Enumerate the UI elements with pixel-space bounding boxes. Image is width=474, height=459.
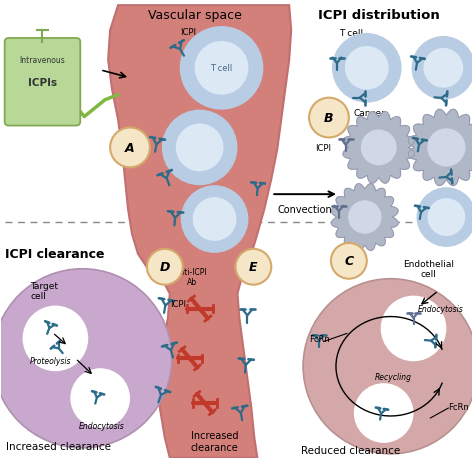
Text: ICPI distribution: ICPI distribution bbox=[318, 9, 439, 22]
Text: B: B bbox=[324, 112, 334, 125]
Circle shape bbox=[423, 49, 463, 89]
Text: Cancer: Cancer bbox=[354, 108, 386, 118]
Circle shape bbox=[361, 130, 397, 166]
Polygon shape bbox=[108, 6, 291, 458]
Circle shape bbox=[180, 27, 264, 110]
Circle shape bbox=[181, 186, 248, 253]
Text: Intravenous: Intravenous bbox=[19, 56, 65, 65]
Text: ICPI: ICPI bbox=[170, 299, 186, 308]
Circle shape bbox=[381, 296, 447, 362]
Circle shape bbox=[303, 279, 474, 454]
Circle shape bbox=[110, 128, 150, 168]
Polygon shape bbox=[343, 112, 414, 184]
Circle shape bbox=[162, 110, 237, 186]
Circle shape bbox=[428, 199, 465, 236]
Circle shape bbox=[427, 129, 465, 167]
Circle shape bbox=[195, 42, 248, 95]
Text: Convection: Convection bbox=[278, 205, 332, 215]
Circle shape bbox=[0, 269, 172, 448]
Text: Recycling: Recycling bbox=[375, 372, 412, 381]
Polygon shape bbox=[408, 110, 474, 186]
Circle shape bbox=[176, 124, 224, 172]
Text: Anti-ICPI
Ab: Anti-ICPI Ab bbox=[175, 267, 208, 286]
Circle shape bbox=[23, 306, 88, 371]
Text: Proteolysis: Proteolysis bbox=[30, 356, 71, 365]
Text: T cell: T cell bbox=[210, 64, 233, 73]
Text: ICPI clearance: ICPI clearance bbox=[5, 247, 104, 260]
Text: Target
cell: Target cell bbox=[30, 281, 58, 301]
Circle shape bbox=[331, 243, 367, 279]
Text: Vascular space: Vascular space bbox=[148, 9, 242, 22]
Text: E: E bbox=[249, 261, 257, 274]
Text: FcRn: FcRn bbox=[309, 334, 330, 343]
Circle shape bbox=[193, 198, 237, 241]
Text: Endocytosis: Endocytosis bbox=[79, 421, 125, 431]
Circle shape bbox=[345, 47, 389, 90]
Text: Endothelial
cell: Endothelial cell bbox=[403, 259, 454, 279]
Text: A: A bbox=[125, 141, 135, 155]
Text: C: C bbox=[344, 255, 354, 268]
Circle shape bbox=[147, 249, 183, 285]
Circle shape bbox=[411, 37, 474, 101]
Polygon shape bbox=[331, 184, 398, 251]
Circle shape bbox=[309, 98, 349, 138]
Text: T cell: T cell bbox=[339, 29, 363, 38]
Circle shape bbox=[332, 34, 401, 103]
Text: ICPI: ICPI bbox=[315, 144, 331, 152]
Text: Increased clearance: Increased clearance bbox=[6, 441, 110, 451]
Circle shape bbox=[70, 369, 130, 428]
Text: ICPI: ICPI bbox=[180, 28, 196, 37]
Circle shape bbox=[354, 383, 413, 443]
Text: Increased
clearance: Increased clearance bbox=[191, 430, 238, 452]
Text: Reduced clearance: Reduced clearance bbox=[301, 445, 401, 455]
Text: ICPIs: ICPIs bbox=[28, 78, 57, 88]
Circle shape bbox=[348, 201, 382, 234]
Circle shape bbox=[417, 188, 474, 247]
Text: FcRn: FcRn bbox=[448, 402, 469, 411]
Text: Endocytosis: Endocytosis bbox=[418, 304, 463, 313]
Circle shape bbox=[236, 249, 271, 285]
Text: D: D bbox=[160, 261, 170, 274]
FancyBboxPatch shape bbox=[5, 39, 80, 126]
